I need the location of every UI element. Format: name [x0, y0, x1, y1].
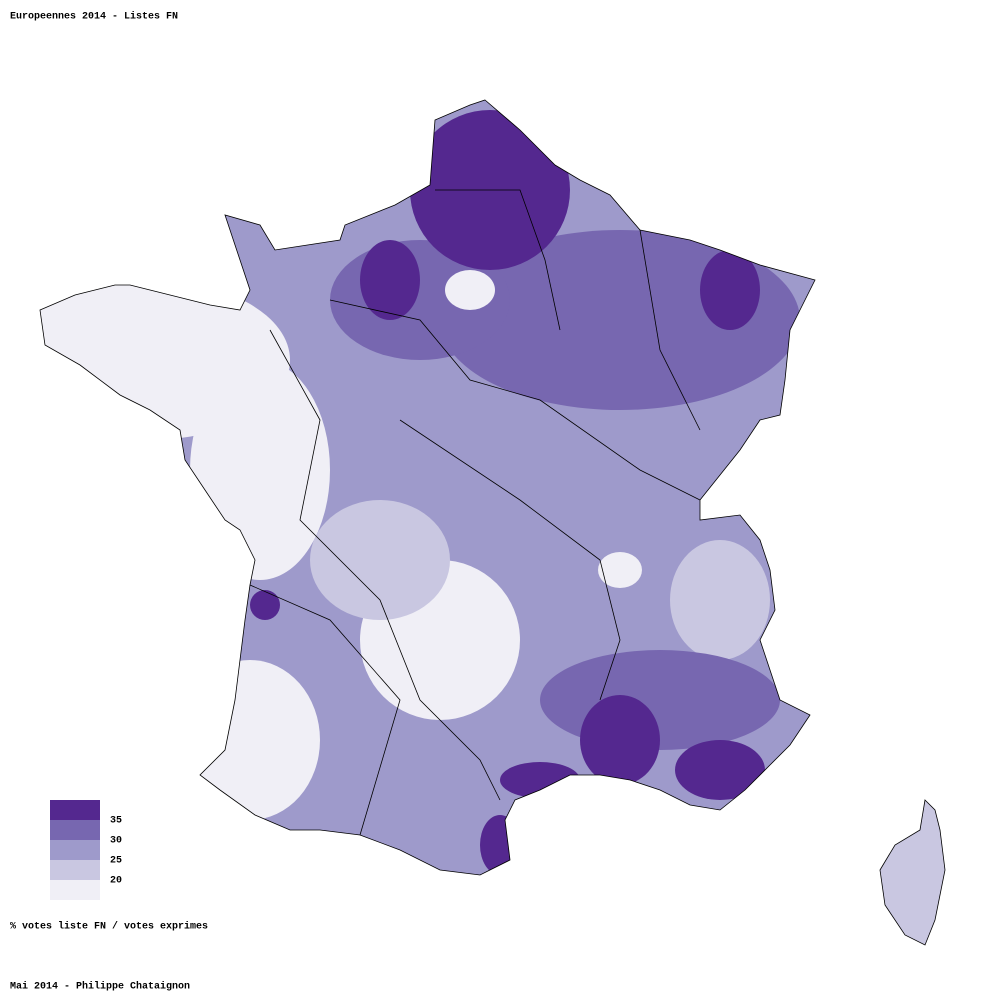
legend-caption: % votes liste FN / votes exprimes — [10, 921, 208, 933]
region-fill — [700, 250, 760, 330]
map-title: Europeennes 2014 - Listes FN — [10, 11, 178, 23]
legend-swatch — [50, 820, 100, 840]
country-border — [39, 99, 946, 946]
region-fill — [190, 360, 330, 580]
region-fill — [360, 240, 420, 320]
legend-label: 30 — [110, 836, 122, 847]
region-fill — [500, 762, 580, 798]
credit: Mai 2014 - Philippe Chataignon — [10, 981, 190, 993]
legend-label: 35 — [110, 816, 122, 827]
region-fill — [250, 590, 280, 620]
department-borders — [249, 189, 701, 836]
legend: 35 30 25 20 — [50, 800, 122, 900]
region-fill — [480, 815, 520, 875]
legend-label: 25 — [110, 856, 122, 867]
region-fill — [598, 552, 642, 588]
region-fill — [180, 660, 320, 820]
legend-swatch — [50, 840, 100, 860]
region-fill — [580, 695, 660, 785]
region-fill — [540, 650, 780, 750]
legend-label: 20 — [110, 876, 122, 887]
legend-swatch — [50, 880, 100, 900]
region-fill — [670, 540, 770, 660]
legend-swatch — [50, 860, 100, 880]
region-fill — [445, 270, 495, 310]
region-fill — [870, 790, 945, 945]
region-fill — [310, 500, 450, 620]
region-fill — [675, 740, 765, 800]
legend-swatch — [50, 800, 100, 820]
